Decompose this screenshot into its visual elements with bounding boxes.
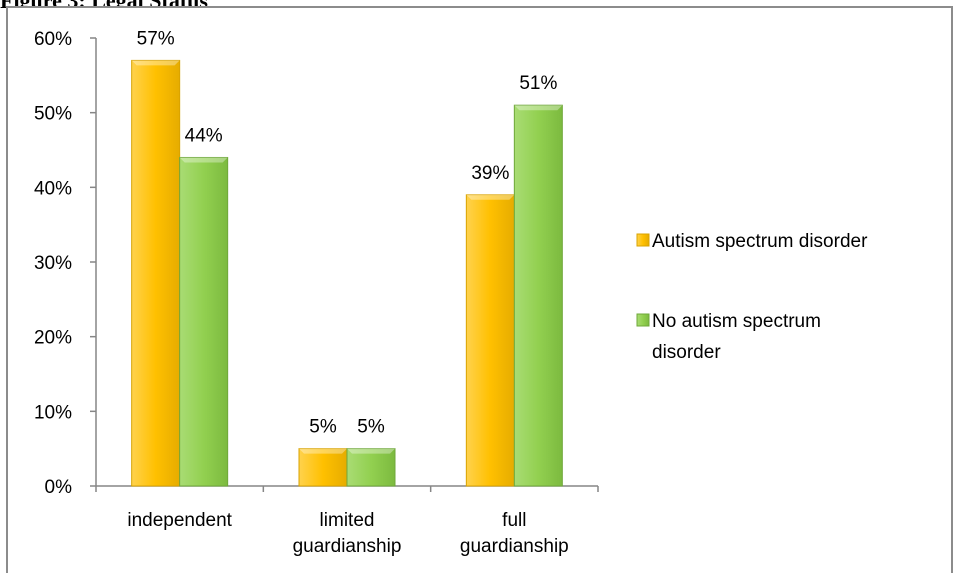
legend-label: No autism spectrum disorder xyxy=(652,311,821,363)
legend: Autism spectrum disorder No autism spectr… xyxy=(636,231,868,363)
bar-bevel xyxy=(347,448,395,454)
axes: 0% 10% 20% 30% 40% 50% 60% independent limited gu… xyxy=(34,29,599,557)
y-tick-label: 50% xyxy=(34,104,72,125)
bar xyxy=(179,156,229,487)
data-label: 51% xyxy=(519,73,557,94)
bar-bevel xyxy=(179,157,228,163)
bar xyxy=(513,104,563,487)
y-tick-label: 20% xyxy=(34,328,72,349)
y-tick-label: 60% xyxy=(34,29,72,50)
y-tick-label: 40% xyxy=(34,178,72,199)
category-label: independent xyxy=(127,510,232,531)
data-label: 5% xyxy=(309,417,337,438)
bar-bevel xyxy=(299,448,347,454)
bar-bevel xyxy=(466,194,515,200)
data-label: 39% xyxy=(471,163,509,184)
bars xyxy=(131,59,563,487)
y-tick-label: 30% xyxy=(34,253,72,274)
bar xyxy=(131,59,181,487)
bar xyxy=(298,448,348,487)
data-label: 5% xyxy=(357,417,385,438)
data-label: 44% xyxy=(185,125,223,146)
category-label: full guardianship xyxy=(460,510,569,557)
bar xyxy=(346,448,396,487)
bar-bevel xyxy=(514,105,563,111)
data-labels: 57% 5% 39% 44% 5% 51% xyxy=(137,28,558,437)
legend-swatch xyxy=(636,233,650,247)
legend-swatch xyxy=(636,313,650,327)
bar-bevel xyxy=(131,60,180,66)
bar xyxy=(465,194,515,487)
y-tick-label: 10% xyxy=(34,402,72,423)
data-label: 57% xyxy=(137,28,175,49)
y-tick-label: 0% xyxy=(45,477,73,498)
category-label: limited guardianship xyxy=(293,510,402,557)
legend-label: Autism spectrum disorder xyxy=(652,231,868,252)
